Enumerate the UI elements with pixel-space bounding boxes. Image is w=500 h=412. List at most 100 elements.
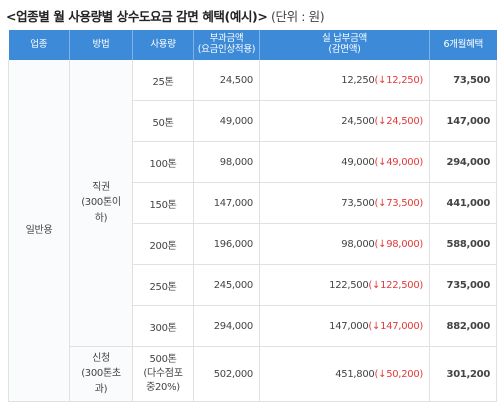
down-arrow-icon: ↓ [378, 238, 387, 250]
header-actual-line2: (감면액) [328, 44, 361, 55]
actual-amount: 12,250 [341, 74, 375, 86]
header-actual-payment: 실 납부금액 (감면액) [259, 30, 430, 60]
discount-open: ( [374, 197, 379, 209]
discount-close: ) [419, 156, 423, 168]
discount-amount: 122,500 [380, 279, 420, 291]
discount-amount: 98,000 [386, 238, 420, 250]
charge-cell: 245,000 [193, 264, 260, 306]
charge-cell: 196,000 [193, 223, 260, 265]
benefit-cell: 294,000 [429, 141, 497, 183]
charge-cell: 24,500 [193, 60, 260, 101]
actual-cell: 24,500(↓24,500) [259, 100, 430, 142]
down-arrow-icon: ↓ [378, 156, 387, 168]
actual-amount: 122,500 [329, 279, 369, 291]
actual-amount: 73,500 [341, 197, 375, 209]
discount-open: ( [374, 115, 379, 127]
usage-cell: 500톤 (다수점포 중20%) [132, 346, 194, 402]
charge-cell: 49,000 [193, 100, 260, 142]
industry-cell: 일반용 [8, 60, 70, 402]
discount-open: ( [368, 320, 373, 332]
benefit-cell: 441,000 [429, 182, 497, 224]
discount-open: ( [374, 74, 379, 86]
usage-cell: 200톤 [132, 223, 194, 265]
actual-cell: 451,800(↓50,200) [259, 346, 430, 402]
benefit-cell: 301,200 [429, 346, 497, 402]
charge-cell: 98,000 [193, 141, 260, 183]
actual-amount: 147,000 [329, 320, 369, 332]
header-row: 업종 방법 사용량 부과금액 (요금인상적용) 실 납부금액 (감면액) 6개월… [8, 30, 497, 60]
table-row: 100톤 98,000 49,000(↓49,000) 294,000 [9, 141, 497, 183]
table-row: 일반용 직권 (300톤이하) 25톤 24,500 12,250(↓12,25… [8, 60, 497, 402]
actual-amount: 98,000 [341, 238, 375, 250]
discount-open: ( [374, 238, 379, 250]
header-industry: 업종 [8, 30, 70, 60]
discount-open: ( [374, 368, 379, 380]
down-arrow-icon: ↓ [378, 197, 387, 209]
benefit-cell: 735,000 [429, 264, 497, 306]
usage-cell: 150톤 [132, 182, 194, 224]
usage-cell: 25톤 [132, 60, 194, 101]
method-direct-label: 직권 [92, 181, 110, 193]
actual-cell: 98,000(↓98,000) [259, 223, 430, 265]
down-arrow-icon: ↓ [378, 368, 387, 380]
table-row: 250톤 245,000 122,500(↓122,500) 735,000 [9, 264, 497, 306]
usage-cell: 250톤 [132, 264, 194, 306]
method-direct-range: (300톤이하) [81, 197, 121, 224]
discount-open: ( [368, 279, 373, 291]
discount-close: ) [419, 238, 423, 250]
method-cell-direct: 직권 (300톤이하) [69, 60, 133, 347]
header-benefit: 6개월혜택 [429, 30, 497, 60]
benefit-cell: 588,000 [429, 223, 497, 265]
discount-close: ) [419, 368, 423, 380]
usage-line: 중20%) [146, 382, 180, 393]
discount-close: ) [419, 320, 423, 332]
method-cell-application: 신청 (300톤초과) [69, 346, 133, 402]
usage-cell: 100톤 [132, 141, 194, 183]
discount-amount: 49,000 [386, 156, 420, 168]
usage-cell: 50톤 [132, 100, 194, 142]
actual-amount: 49,000 [341, 156, 375, 168]
charge-cell: 502,000 [193, 346, 260, 402]
down-arrow-icon: ↓ [372, 279, 381, 291]
header-charge: 부과금액 (요금인상적용) [193, 30, 260, 60]
discount-amount: 147,000 [380, 320, 420, 332]
table-row: 150톤 147,000 73,500(↓73,500) 441,000 [9, 182, 497, 224]
actual-cell: 122,500(↓122,500) [259, 264, 430, 306]
benefit-cell: 147,000 [429, 100, 497, 142]
down-arrow-icon: ↓ [372, 320, 381, 332]
table-row: 200톤 196,000 98,000(↓98,000) 588,000 [9, 223, 497, 265]
unit-note: (단위 : 원) [271, 9, 325, 24]
usage-cell: 300톤 [132, 305, 194, 347]
fee-reduction-table: 업종 방법 사용량 부과금액 (요금인상적용) 실 납부금액 (감면액) 6개월… [8, 30, 497, 402]
discount-amount: 24,500 [386, 115, 420, 127]
discount-close: ) [419, 115, 423, 127]
discount-amount: 73,500 [386, 197, 420, 209]
discount-close: ) [419, 279, 423, 291]
benefit-cell: 882,000 [429, 305, 497, 347]
charge-cell: 294,000 [193, 305, 260, 347]
actual-cell: 12,250(↓12,250) [259, 60, 430, 101]
header-usage: 사용량 [132, 30, 194, 60]
header-method: 방법 [69, 30, 133, 60]
usage-line: 500톤 [149, 354, 177, 365]
table-row: 300톤 294,000 147,000(↓147,000) 882,000 [9, 305, 497, 347]
benefit-cell: 73,500 [429, 60, 497, 101]
usage-line: (다수점포 [143, 368, 183, 379]
table-caption: <업종별 월 사용량별 상수도요금 감면 혜택(예시)> (단위 : 원) [6, 6, 325, 25]
actual-amount: 451,800 [335, 368, 375, 380]
discount-close: ) [419, 74, 423, 86]
charge-cell: 147,000 [193, 182, 260, 224]
discount-amount: 50,200 [386, 368, 420, 380]
table-title: <업종별 월 사용량별 상수도요금 감면 혜택(예시)> [6, 9, 268, 24]
header-charge-line2: (요금인상적용) [197, 44, 256, 55]
method-application-label: 신청 [92, 352, 110, 364]
method-application-range: (300톤초과) [81, 368, 121, 395]
down-arrow-icon: ↓ [378, 115, 387, 127]
header-actual-line1: 실 납부금액 [322, 33, 367, 45]
discount-amount: 12,250 [386, 74, 420, 86]
discount-close: ) [419, 197, 423, 209]
actual-amount: 24,500 [341, 115, 375, 127]
header-charge-line1: 부과금액 [209, 33, 244, 45]
table-row: 신청 (300톤초과) 500톤 (다수점포 중20%) 502,000 451… [9, 346, 497, 402]
actual-cell: 49,000(↓49,000) [259, 141, 430, 183]
